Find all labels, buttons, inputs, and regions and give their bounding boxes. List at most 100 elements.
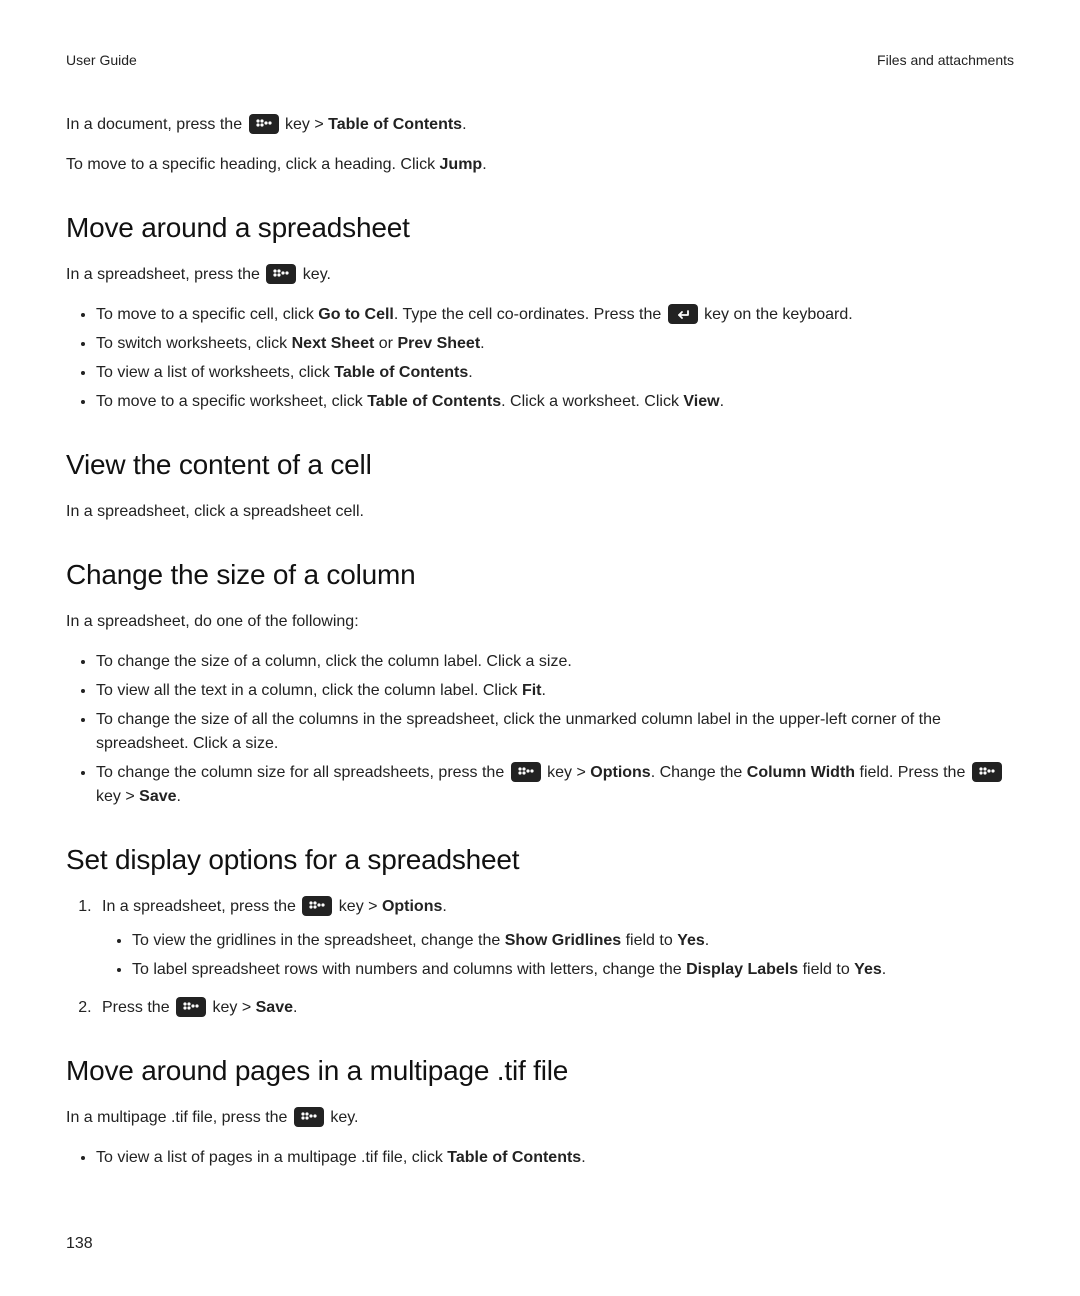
text-bold: Display Labels (686, 961, 798, 978)
text: To change the column size for all spread… (96, 764, 509, 781)
text: . (482, 156, 486, 173)
menu-key-icon (972, 762, 1002, 782)
text: . (581, 1149, 585, 1166)
list-item: To view a list of pages in a multipage .… (96, 1146, 1014, 1170)
list-item: To change the column size for all spread… (96, 761, 1014, 809)
list-item: To change the size of all the columns in… (96, 708, 1014, 756)
text: To move to a specific heading, click a h… (66, 156, 440, 173)
text: key on the keyboard. (704, 306, 853, 323)
text: To view all the text in a column, click … (96, 682, 522, 699)
text: . Change the (651, 764, 747, 781)
step-item: In a spreadsheet, press the key > Option… (96, 895, 1014, 982)
text-bold: Table of Contents (367, 393, 501, 410)
s1-lead: In a spreadsheet, press the key. (66, 263, 1014, 287)
text-bold: Table of Contents (334, 364, 468, 381)
header-right: Files and attachments (877, 50, 1014, 71)
text: Press the (102, 999, 174, 1016)
step-item: Press the key > Save. (96, 996, 1014, 1020)
menu-key-icon (249, 114, 279, 134)
list-item: To view a list of worksheets, click Tabl… (96, 361, 1014, 385)
text: . (480, 335, 484, 352)
text: . (177, 788, 181, 805)
list-item: To switch worksheets, click Next Sheet o… (96, 332, 1014, 356)
text: field. Press the (855, 764, 970, 781)
text: To view a list of pages in a multipage .… (96, 1149, 447, 1166)
heading-view-cell: View the content of a cell (66, 444, 1014, 486)
menu-key-icon (302, 896, 332, 916)
text-bold: Save (139, 788, 176, 805)
text: To switch worksheets, click (96, 335, 292, 352)
heading-change-column: Change the size of a column (66, 554, 1014, 596)
menu-key-icon (511, 762, 541, 782)
text: In a multipage .tif file, press the (66, 1109, 292, 1126)
intro-line-2: To move to a specific heading, click a h… (66, 153, 1014, 177)
s4-steps: In a spreadsheet, press the key > Option… (66, 895, 1014, 1020)
text: . (542, 682, 546, 699)
menu-key-icon (266, 264, 296, 284)
text: In a document, press the (66, 116, 247, 133)
s2-p: In a spreadsheet, click a spreadsheet ce… (66, 500, 1014, 524)
page-number: 138 (66, 1232, 93, 1256)
list-item: To change the size of a column, click th… (96, 650, 1014, 674)
text-bold: Save (256, 999, 293, 1016)
text: key. (330, 1109, 358, 1126)
text: key > (547, 764, 590, 781)
list-item: To view all the text in a column, click … (96, 679, 1014, 703)
text-bold: Go to Cell (318, 306, 394, 323)
enter-key-icon (668, 304, 698, 324)
text: To move to a specific worksheet, click (96, 393, 367, 410)
page: User Guide Files and attachments In a do… (0, 0, 1080, 1296)
s5-lead: In a multipage .tif file, press the key. (66, 1106, 1014, 1130)
menu-key-icon (176, 997, 206, 1017)
text-bold: View (683, 393, 719, 410)
s1-list: To move to a specific cell, click Go to … (66, 303, 1014, 414)
text-bold: Table of Contents (447, 1149, 581, 1166)
text: To move to a specific cell, click (96, 306, 318, 323)
intro-line-1: In a document, press the key > Table of … (66, 113, 1014, 137)
list-item: To move to a specific cell, click Go to … (96, 303, 1014, 327)
text-bold: Jump (440, 156, 483, 173)
text-bold: Table of Contents (328, 116, 462, 133)
s5-list: To view a list of pages in a multipage .… (66, 1146, 1014, 1170)
text-bold: Options (382, 898, 442, 915)
text: . (720, 393, 724, 410)
page-header: User Guide Files and attachments (66, 50, 1014, 71)
text-bold: Next Sheet (292, 335, 375, 352)
list-item: To view the gridlines in the spreadsheet… (132, 929, 1014, 953)
text: To view the gridlines in the spreadsheet… (132, 932, 505, 949)
text: To label spreadsheet rows with numbers a… (132, 961, 686, 978)
text-bold: Yes (854, 961, 882, 978)
text: field to (798, 961, 854, 978)
list-item: To move to a specific worksheet, click T… (96, 390, 1014, 414)
heading-move-spreadsheet: Move around a spreadsheet (66, 207, 1014, 249)
text-bold: Yes (677, 932, 705, 949)
text-bold: Fit (522, 682, 542, 699)
text: To view a list of worksheets, click (96, 364, 334, 381)
text: key > (212, 999, 255, 1016)
text: In a spreadsheet, press the (102, 898, 300, 915)
text: . Click a worksheet. Click (501, 393, 683, 410)
text: or (374, 335, 397, 352)
text: key > (339, 898, 382, 915)
text: In a spreadsheet, press the (66, 266, 264, 283)
text-bold: Show Gridlines (505, 932, 621, 949)
text: key. (303, 266, 331, 283)
s3-list: To change the size of a column, click th… (66, 650, 1014, 809)
text: . (462, 116, 466, 133)
header-left: User Guide (66, 50, 137, 71)
s4-sublist: To view the gridlines in the spreadsheet… (102, 929, 1014, 982)
text-bold: Options (590, 764, 650, 781)
text: key > (285, 116, 328, 133)
list-item: To label spreadsheet rows with numbers a… (132, 958, 1014, 982)
heading-display-options: Set display options for a spreadsheet (66, 839, 1014, 881)
text: . (293, 999, 297, 1016)
text: . Type the cell co-ordinates. Press the (394, 306, 666, 323)
menu-key-icon (294, 1107, 324, 1127)
text-bold: Prev Sheet (397, 335, 480, 352)
text: . (882, 961, 886, 978)
text-bold: Column Width (747, 764, 855, 781)
text: key > (96, 788, 139, 805)
text: . (442, 898, 446, 915)
text: . (468, 364, 472, 381)
s3-lead: In a spreadsheet, do one of the followin… (66, 610, 1014, 634)
